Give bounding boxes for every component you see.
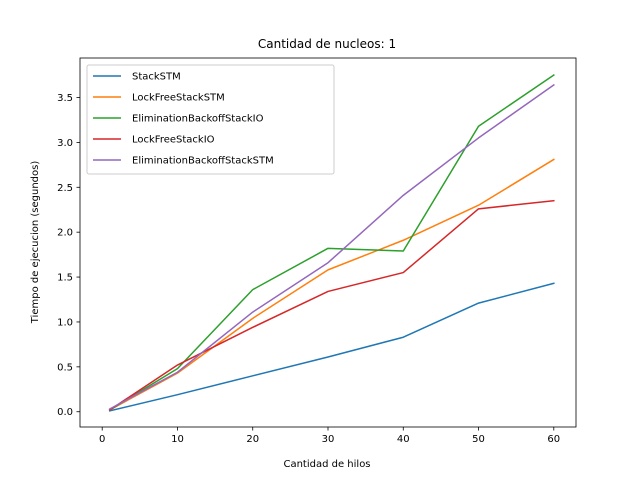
x-axis: 0 10 20 30 40 50 60: [99, 427, 560, 445]
x-tick-label: 30: [322, 434, 335, 445]
legend-label: LockFreeStackIO: [132, 135, 215, 146]
y-tick-label: 2.0: [57, 228, 73, 239]
chart-title: Cantidad de nucleos: 1: [258, 37, 396, 51]
x-tick-label: 60: [547, 434, 560, 445]
y-axis: 0.0 0.5 1.0 1.5 2.0 2.5 3.0 3.5: [57, 93, 80, 418]
y-tick-label: 3.0: [57, 138, 73, 149]
y-tick-label: 0.0: [57, 407, 73, 418]
x-tick-label: 0: [99, 434, 105, 445]
x-tick-label: 40: [397, 434, 410, 445]
x-tick-label: 50: [472, 434, 485, 445]
y-tick-label: 3.5: [57, 93, 73, 104]
series-layer: [108, 74, 555, 412]
legend-label: EliminationBackoffStackIO: [132, 114, 264, 125]
y-tick-label: 2.5: [57, 183, 73, 194]
legend-box: [86, 64, 335, 175]
legend: StackSTM LockFreeStackSTM EliminationBacko…: [86, 64, 335, 175]
y-tick-label: 0.5: [57, 362, 73, 373]
y-tick-label: 1.0: [57, 317, 73, 328]
legend-label: LockFreeStackSTM: [132, 93, 225, 104]
series-line-elimination-backoff-stack-stm: [108, 83, 555, 411]
series-line-elimination-backoff-stack-io: [108, 74, 555, 411]
series-line-lock-free-stack-io: [108, 199, 555, 411]
legend-label: EliminationBackoffStackSTM: [132, 156, 274, 167]
y-axis-label: Tiempo de ejecucion (segundos): [30, 161, 41, 325]
legend-label: StackSTM: [132, 72, 181, 83]
x-tick-label: 20: [246, 434, 259, 445]
x-tick-label: 10: [171, 434, 184, 445]
plot-area: [79, 57, 577, 428]
series-line-lock-free-stack-stm: [108, 158, 555, 411]
legend-items: StackSTM LockFreeStackSTM EliminationBacko…: [93, 72, 274, 167]
y-tick-label: 1.5: [57, 273, 73, 284]
series-line-stack-stm: [108, 282, 555, 412]
x-axis-label: Cantidad de hilos: [283, 459, 370, 470]
